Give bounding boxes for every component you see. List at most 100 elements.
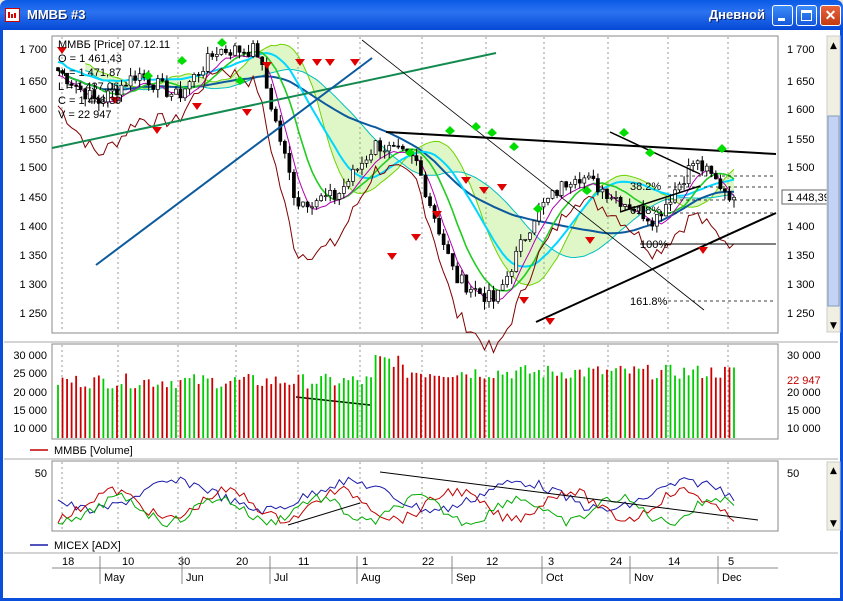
candle-body (228, 52, 233, 56)
signal-arrow-down (242, 109, 252, 116)
signal-arrow-down (411, 234, 421, 241)
adx-legend: MICEX [ADX] (30, 540, 121, 552)
candle-body (92, 90, 97, 99)
day-ticks: 18 10 30 20 11 1 22 12 3 24 14 5 (62, 556, 734, 568)
candle-body (74, 85, 78, 87)
candle-body (69, 83, 74, 86)
candle-body (251, 43, 255, 57)
candle-body (391, 145, 396, 147)
info-line-title: ММВБ [Price] 07.12.11 (58, 39, 170, 51)
price-panel (51, 35, 779, 334)
price-tick-left: 1 350 (19, 250, 47, 262)
candle-body (655, 214, 659, 227)
signal-arrow-up (471, 122, 481, 131)
candle-body (205, 53, 210, 72)
candle-body (183, 88, 187, 99)
price-y-axis-right: 1 700 1 650 1 600 1 550 1 500 1 400 1 35… (787, 44, 815, 320)
signal-arrow-down (350, 59, 360, 66)
candle-body (605, 188, 609, 199)
candle-body (233, 45, 237, 56)
day-label: 14 (668, 556, 680, 568)
candle-body (364, 159, 369, 164)
day-label: 22 (422, 556, 434, 568)
candle-body (632, 208, 637, 212)
volume-tick-left: 10 000 (13, 423, 47, 435)
candle-body (160, 78, 165, 82)
adx-trend-line (379, 471, 759, 521)
candle-body (641, 205, 646, 220)
scroll-down-icon[interactable]: ▼ (830, 321, 837, 331)
adx-tick-right: 50 (787, 468, 799, 480)
signal-arrow-down (387, 253, 397, 260)
candle-body (292, 171, 296, 198)
candle-body (577, 179, 582, 184)
candle-body (323, 195, 328, 198)
adx-line (57, 476, 735, 516)
volume-tick-right: 15 000 (787, 405, 821, 417)
candle-body (128, 75, 133, 87)
candle-body (133, 75, 137, 81)
candle-body (419, 160, 423, 176)
close-button[interactable]: ✕ (820, 5, 841, 26)
adx-scrollbar[interactable]: ▲ ▼ (826, 461, 841, 531)
candle-body (287, 152, 292, 173)
candle-body (119, 84, 124, 96)
candle-body (328, 189, 333, 197)
candle-body (700, 160, 705, 172)
volume-tick-left: 20 000 (13, 387, 47, 399)
candle-body (523, 238, 528, 241)
price-info-box: ММВБ [Price] 07.12.11 O = 1 461,43 H = 1… (58, 39, 170, 121)
price-scroll-thumb[interactable] (827, 115, 840, 307)
candle-body (718, 178, 723, 190)
candle-body (174, 88, 178, 95)
signal-arrow-up (217, 38, 227, 47)
info-line-volume: V = 22 947 (58, 109, 112, 121)
candle-body (673, 189, 677, 203)
candle-body (732, 196, 736, 201)
scroll-up-icon[interactable]: ▲ (830, 466, 837, 476)
signal-arrow-down (152, 127, 162, 134)
signal-arrow-down (110, 97, 120, 104)
month-label: Aug (361, 572, 381, 584)
price-tick-left: 1 400 (19, 221, 47, 233)
scroll-down-icon[interactable]: ▼ (830, 519, 837, 529)
fib-labels: 38.2% 61.8% 100% 161.8% (630, 181, 668, 308)
candle-body (369, 154, 373, 161)
month-label: Jul (274, 572, 288, 584)
scroll-up-icon[interactable]: ▲ (830, 41, 837, 51)
signal-arrow-down (192, 103, 202, 110)
candle-body (387, 145, 392, 152)
signal-arrow-down (497, 184, 507, 191)
candle-body (341, 186, 346, 194)
candle-body (101, 101, 106, 104)
candle-body (664, 204, 668, 217)
candle-body (682, 183, 686, 186)
title-bar[interactable]: ММВБ #3 Дневной ✕ (0, 0, 843, 30)
adx-legend-label: MICEX [ADX] (54, 540, 121, 552)
candle-body (464, 274, 469, 293)
candle-body (428, 196, 432, 206)
signal-arrow-up (533, 204, 543, 213)
chart-app-icon (5, 8, 20, 22)
adx-di-plus-line (57, 492, 735, 528)
price-tick-left: 1 250 (19, 308, 47, 320)
minimize-icon (778, 18, 785, 21)
minimize-button[interactable] (772, 5, 793, 26)
candle-body (210, 53, 215, 57)
candle-body (541, 202, 546, 208)
candle-body (137, 73, 142, 81)
candle-body (110, 89, 115, 92)
trend-line (51, 52, 497, 149)
candle-body (709, 165, 714, 174)
fib-label: 61.8% (630, 205, 661, 217)
maximize-button[interactable] (796, 5, 817, 26)
trend-line (619, 185, 701, 213)
price-scrollbar[interactable]: ▲ ▼ (826, 35, 841, 333)
adx-y-axis: 50 50 (35, 468, 800, 480)
candle-body (459, 274, 464, 284)
candle-body (269, 87, 274, 110)
signal-arrow-up (619, 128, 629, 137)
price-tick-left: 1 450 (19, 192, 47, 204)
signal-arrow-up (445, 126, 455, 135)
candle-body (491, 290, 496, 302)
